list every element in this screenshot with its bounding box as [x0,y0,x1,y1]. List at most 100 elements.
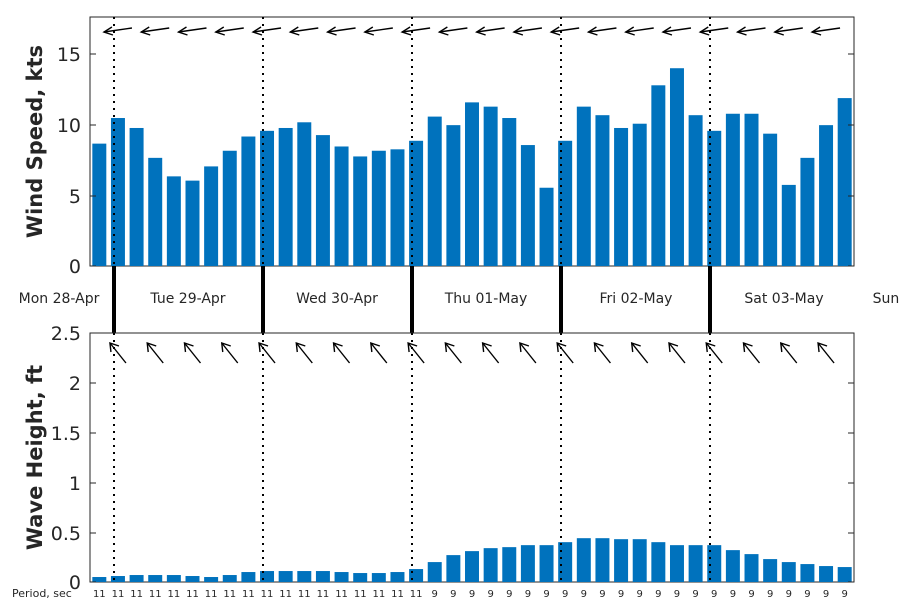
arrow-head [773,26,785,36]
arrow-head [519,341,530,353]
wind-bar [371,150,386,266]
arrow-head [220,341,231,353]
wind-direction-arrow [698,26,729,36]
wave-ytick-label: 0.5 [51,523,81,545]
wind-bar [390,149,405,266]
wind-bar [129,127,144,266]
arrow-head [475,26,486,36]
period-value: 11 [261,589,274,600]
arrow-shaft [178,27,207,33]
wave-bar [763,559,778,582]
period-value: 9 [767,589,773,600]
wind-bar [427,116,442,266]
arrow-head [810,26,822,36]
period-value: 9 [469,589,475,600]
wind-bar [744,113,759,266]
arrow-head [258,341,269,353]
wind-direction-arrow [251,26,282,36]
period-value: 9 [655,589,661,600]
arrow-shaft [439,27,468,33]
period-value: 9 [786,589,792,600]
arrow-head [661,26,673,36]
wind-ytick-label: 10 [57,115,81,137]
arrow-head [444,341,455,353]
arrow-shaft [141,27,170,33]
wave-direction-arrow [183,341,202,364]
arrow-head [735,26,747,36]
wave-ytick-label: 2 [69,373,81,395]
period-value: 11 [335,589,348,600]
arrow-shaft [593,342,611,364]
arrow-head [624,26,635,36]
arrow-head [325,26,337,36]
wave-ytick-label: 0 [69,572,81,594]
arrow-head [400,26,412,36]
wind-direction-arrow [661,26,692,36]
arrow-shaft [221,342,239,364]
arrow-shaft [625,27,654,33]
period-value: 9 [692,589,698,600]
arrow-head [295,341,306,353]
arrow-head [481,341,492,353]
arrow-shaft [401,27,431,33]
wind-bar [465,102,479,267]
arrow-head [549,26,561,36]
wind-bar [632,123,647,267]
wave-direction-arrow [668,341,686,364]
arrow-shaft [817,342,835,364]
period-value: 9 [730,589,736,600]
wave-bar [819,566,834,582]
wave-ytick-label: 2.5 [51,323,81,345]
wave-bar [166,575,181,582]
period-value: 9 [599,589,605,600]
wave-direction-arrow [109,341,127,364]
wind-bar [92,143,107,266]
wave-bar [539,545,554,582]
arrow-head [183,341,194,353]
wind-direction-arrow [586,26,617,36]
arrow-shaft [631,342,649,364]
period-value: 11 [410,589,423,600]
arrow-shaft [705,342,723,364]
wind-direction-arrow [624,26,654,36]
wave-bar [185,576,200,582]
wave-bar [204,577,219,582]
wind-bar [763,133,778,266]
period-value: 9 [804,589,810,600]
wind-direction-arrow [214,26,244,36]
arrow-shaft [103,27,133,33]
wave-bar [315,571,330,582]
wind-bar [502,118,517,267]
arrow-shaft [370,342,388,364]
period-value: 9 [711,589,717,600]
wind-bar [614,127,629,266]
arrow-head [779,341,791,353]
arrow-head [668,341,679,353]
arrow-head [139,26,151,36]
wind-direction-arrow [288,26,319,36]
arrow-head [817,341,828,353]
arrow-head [251,26,263,36]
arrow-head [363,26,375,36]
wave-bar [837,567,852,582]
arrow-shaft [146,342,164,364]
period-value: 11 [223,589,236,600]
wave-bar [334,572,349,582]
arrow-shaft [333,342,351,364]
arrow-head [705,341,716,353]
wave-direction-arrow [295,341,313,364]
wind-bar [800,157,815,266]
wave-bar [576,538,591,582]
wind-direction-arrow [139,26,170,36]
wind-speed-panel: 0 5 10 15 Wind Speed, kts [23,16,855,278]
wave-bar [651,542,666,582]
arrow-shaft [811,27,841,33]
arrow-head [146,341,157,353]
wave-bar [148,575,163,582]
arrow-head [332,341,343,353]
wave-direction-arrow [481,341,500,364]
arrow-shaft [295,342,313,364]
wind-direction-arrow [475,26,505,36]
wind-bar [222,150,237,266]
